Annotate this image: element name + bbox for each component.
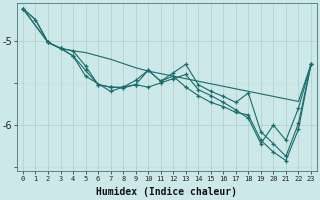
X-axis label: Humidex (Indice chaleur): Humidex (Indice chaleur) [96,187,237,197]
